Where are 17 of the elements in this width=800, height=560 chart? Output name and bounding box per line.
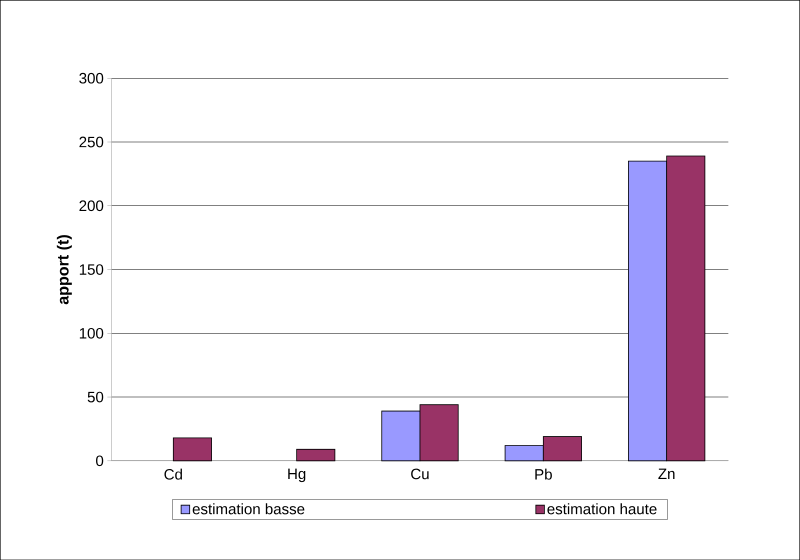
y-tick-label: 0: [96, 455, 104, 466]
y-tick-label: 200: [79, 200, 104, 212]
x-tick-label: Cd: [164, 468, 182, 480]
y-tick-label: 50: [88, 392, 104, 402]
x-tick-label: Zn: [658, 468, 674, 479]
x-tick-label: Hg: [288, 468, 306, 482]
legend-label: estimation basse: [192, 503, 304, 514]
y-axis-title: apport (t): [56, 235, 72, 304]
x-tick-label: Cu: [411, 468, 429, 480]
x-tick-label: Pb: [535, 468, 552, 480]
bar: [296, 448, 336, 462]
y-tick-label: 150: [80, 264, 104, 275]
y-tick-label: 250: [79, 136, 104, 148]
legend-label: estimation haute: [547, 503, 657, 514]
y-tick-label: 300: [79, 72, 104, 84]
bar: [172, 437, 212, 462]
y-tick-label: 100: [80, 328, 104, 339]
